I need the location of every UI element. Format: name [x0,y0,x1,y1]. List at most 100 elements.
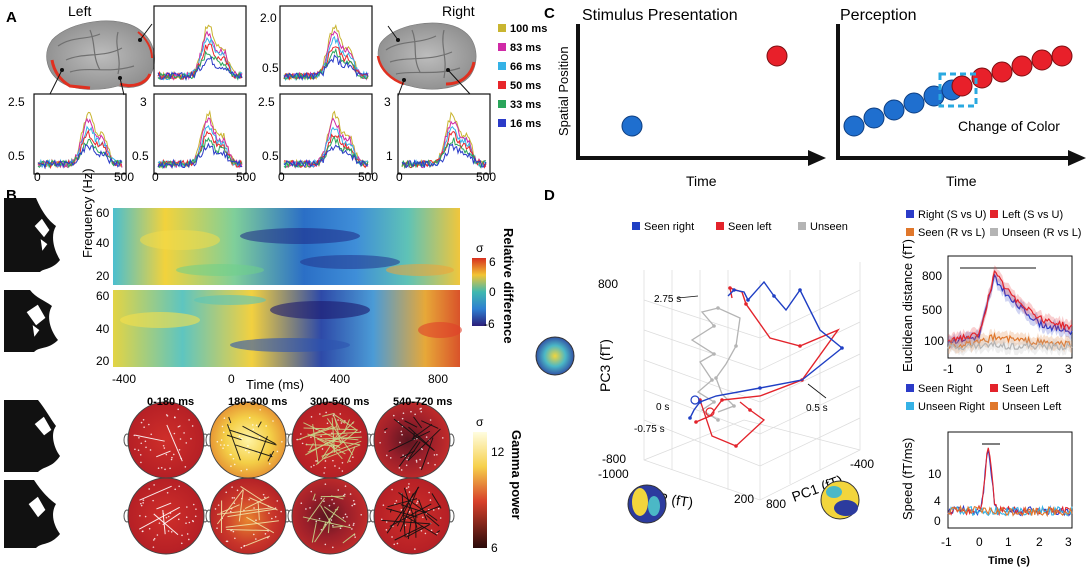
connectivity-line [220,504,240,514]
a-series-line [283,135,369,169]
trajectory-point [772,294,776,298]
connectivity-line [389,508,392,513]
d-speed-line [947,447,1073,517]
d-speed-legend: Seen Right Seen Left Unseen Right Unseen… [906,383,1061,413]
connectivity-line [309,431,361,436]
trajectory-line [699,399,766,447]
panel-a-letter: A [6,9,17,26]
d-speed-ylabel: Speed (fT/ms) [900,438,915,520]
a-plot-box [279,93,373,175]
d-trajectories [677,280,844,448]
a-series-line [157,43,243,80]
d-xtick: 3 [1065,362,1072,376]
connectivity-line [297,426,333,441]
connectivity-line [216,489,244,525]
connectivity-line [153,513,179,536]
d-pc3-label: PC3 (fT) [597,339,613,392]
a-series-line [283,54,369,81]
connectivity-line [217,507,273,515]
connectivity-line [317,436,362,440]
connectivity-line [381,519,432,525]
b-topoplots [123,401,455,555]
panel-d-letter: D [544,187,555,204]
connectivity-line [307,433,341,449]
connectivity-line [406,524,430,538]
trajectory-point [798,288,802,292]
connectivity-line [257,501,260,521]
d-dist-tick: 100 [924,334,944,348]
b-ytick: 40 [96,322,110,336]
d-speed-legend-label: Unseen Right [918,401,985,413]
b-colorbar-label: Relative difference [501,228,516,344]
connectivity-line [227,424,241,461]
d-dist-legend-label: Left (S vs U) [1002,209,1063,221]
connectivity-line [244,496,270,510]
a-series-line [283,144,369,168]
a-series-line [37,117,123,169]
d-speed-legend-label: Unseen Left [1002,401,1061,413]
c-right-xlabel: Time [946,173,977,189]
connectivity-line [426,514,440,527]
d-pc3-tick: -800 [602,452,626,466]
d-xtick: 0 [976,535,983,549]
trajectory-point [716,306,720,310]
stimulus-silhouette-icon [4,198,60,548]
connectivity-line [249,497,278,511]
left-label: Left [68,3,91,19]
d-time-mark: -0.75 s [634,424,665,435]
a-series-line [401,143,487,169]
connectivity-line [418,499,428,521]
b-xtick: 0 [228,372,235,386]
d-time-mark: 0.5 s [806,403,828,414]
d-xtick: 1 [1005,535,1012,549]
trajectory-point [710,378,714,382]
d-pc2-tick: 200 [734,492,754,506]
b-xtick: -400 [112,372,136,386]
trajectory-point [734,344,738,348]
d-xtick: 2 [1036,535,1043,549]
connectivity-line [312,493,316,501]
connectivity-line [347,446,356,464]
a-xtick: 500 [114,170,134,184]
panel-a: A Left Right [6,3,547,184]
trajectory-point [798,344,802,348]
legend-swatch [798,222,806,230]
a-legend-label: 16 ms [510,118,541,130]
d-xtick: 1 [1005,362,1012,376]
a-series-line [401,125,487,169]
a-xtick: 0 [152,170,159,184]
b-ytick: 20 [96,354,110,368]
trajectory-point [716,418,720,422]
connectivity-line [225,520,279,528]
trajectory-point [732,288,736,292]
connectivity-line [330,445,343,460]
a-plot-box [33,93,127,175]
c-blue-dot [843,115,865,137]
trajectory-point [720,398,724,402]
connectivity-line [341,437,359,441]
connectivity-line [400,450,416,459]
gamma-sigma: σ [476,415,484,429]
connectivity-line [387,498,418,508]
gamma-tick: 12 [491,445,505,459]
a-legend-label: 33 ms [510,99,541,111]
connectivity-line [228,416,232,424]
d-legend-label: Seen right [644,221,694,233]
panel-d: D Seen right Seen left Unseen PC3 (fT) 8… [535,187,1081,567]
connectivity-line [420,437,434,471]
connectivity-line [156,450,171,458]
a-series-line [157,55,243,82]
connectivity-line [245,535,271,547]
trajectory-point [734,444,738,448]
a-ytick: 0.5 [8,149,25,163]
d-speed-legend-label: Seen Left [1002,383,1049,395]
b-colorbar-tick: -6 [484,317,495,331]
d-speed-line [947,504,1073,518]
a-line-plots [33,5,491,175]
connectivity-line [421,420,439,429]
connectivity-line [302,516,352,529]
a-plot-box [153,93,247,175]
c-blue-dot [883,99,905,121]
connectivity-line [177,425,181,428]
